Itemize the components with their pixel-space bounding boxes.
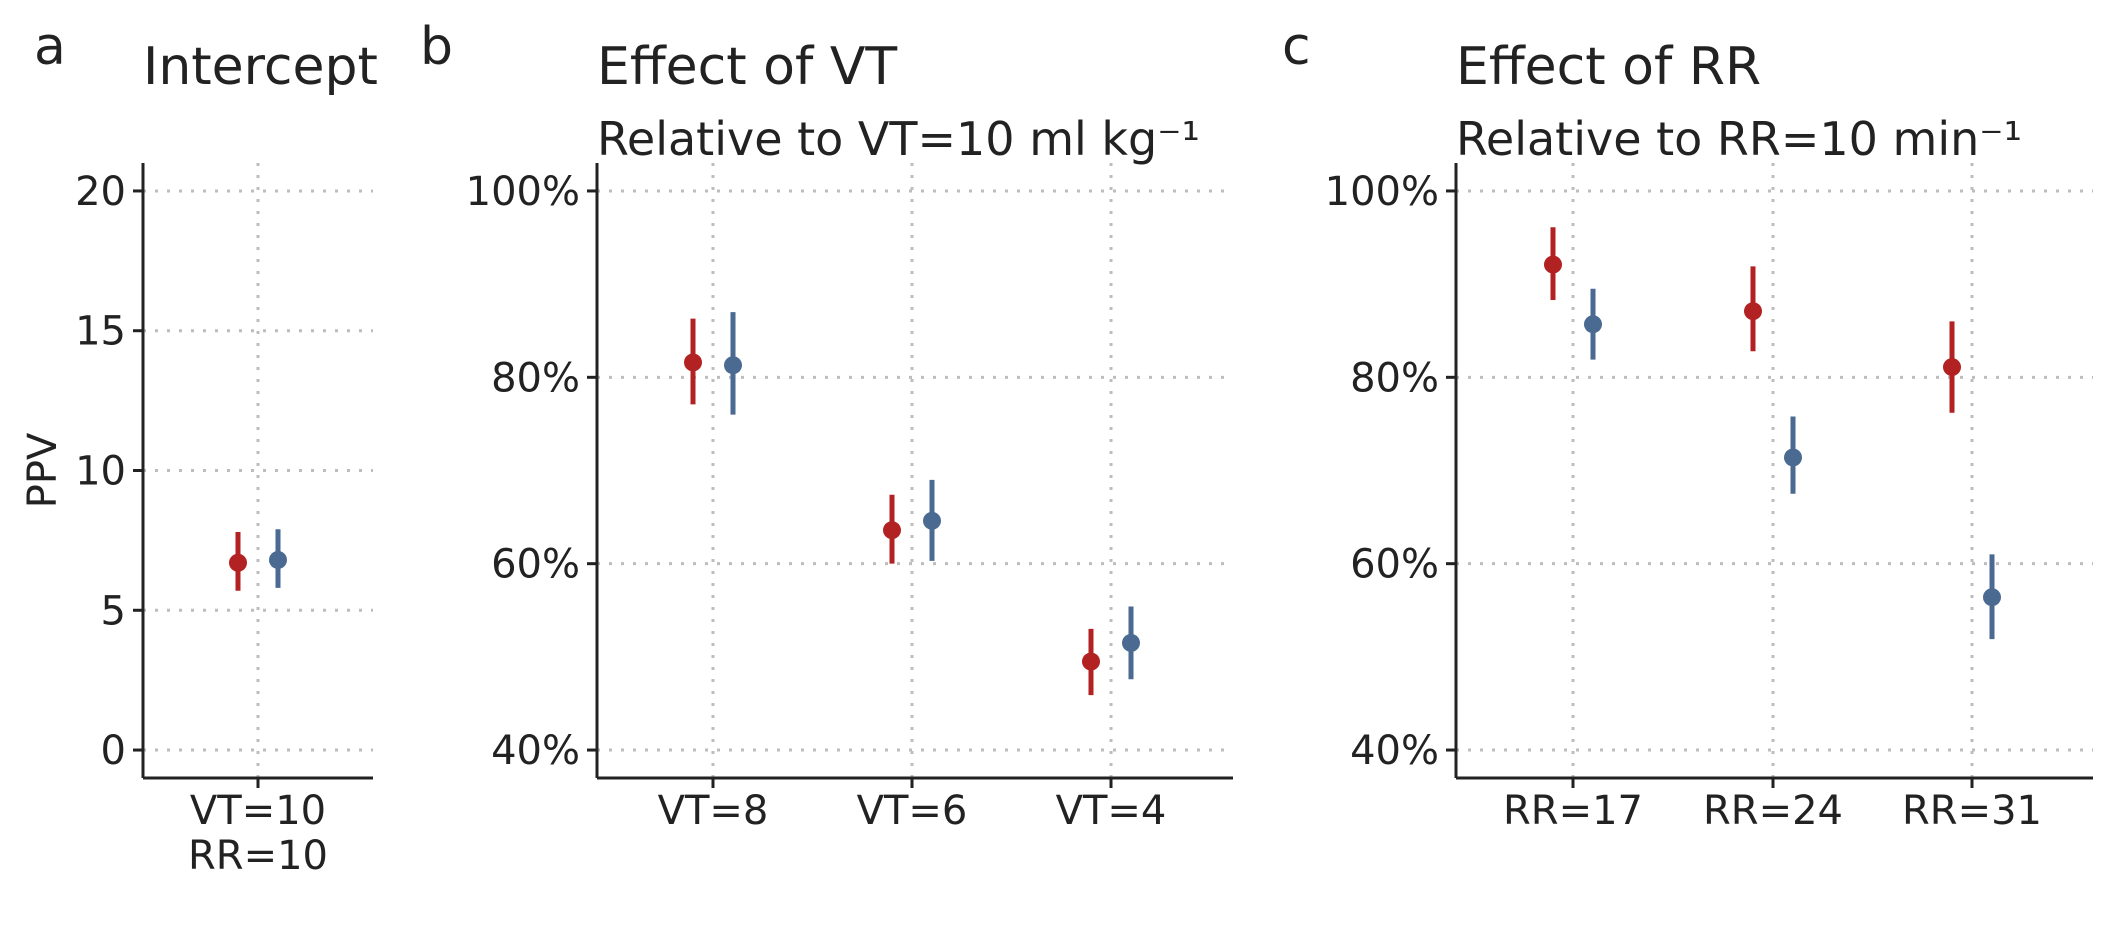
data-point [1122, 633, 1140, 652]
data-point [684, 353, 702, 372]
data-point [269, 550, 287, 569]
y-tick-label: 5 [101, 588, 126, 634]
panel-c: c Effect of RR Relative to RR=10 min⁻¹ 40% 6… [1282, 17, 2093, 834]
y-tick-label: 100% [1325, 169, 1439, 215]
x-tick-label: VT=6 [857, 788, 968, 834]
panel-letter: c [1282, 17, 1311, 77]
y-tick-label: 80% [491, 355, 580, 401]
x-tick-label: VT=8 [658, 788, 769, 834]
data-point [1744, 302, 1762, 321]
data-point [229, 553, 247, 572]
y-tick-label: 0 [101, 728, 126, 774]
panel-b: b Effect of VT Relative to VT=10 ml kg⁻¹ 40… [420, 17, 1233, 834]
x-tick-label: VT=4 [1056, 788, 1167, 834]
panel-title: Effect of VT [597, 37, 897, 97]
y-tick-label: 60% [491, 542, 580, 588]
x-tick-label: RR=31 [1902, 788, 2042, 834]
x-tick-label: VT=10 [190, 788, 326, 834]
data-point [1082, 652, 1100, 671]
panel-letter: a [34, 17, 66, 77]
data-point [1784, 448, 1802, 467]
panel-subtitle: Relative to VT=10 ml kg⁻¹ [597, 112, 1200, 166]
panel-title: Intercept [143, 37, 378, 97]
data-point [724, 356, 742, 375]
x-tick-label: RR=10 [188, 833, 328, 879]
y-tick-label: 20 [75, 169, 126, 215]
y-axis-title: PPV [20, 432, 66, 508]
y-tick-label: 40% [1350, 728, 1439, 774]
data-point [1544, 255, 1562, 274]
x-tick-label: RR=24 [1703, 788, 1843, 834]
data-point [1943, 358, 1961, 377]
y-tick-label: 10 [75, 449, 126, 495]
y-tick-label: 80% [1350, 355, 1439, 401]
y-tick-label: 100% [466, 169, 580, 215]
y-tick-label: 60% [1350, 542, 1439, 588]
data-point [1584, 315, 1602, 334]
panel-subtitle: Relative to RR=10 min⁻¹ [1456, 112, 2022, 166]
data-point [883, 521, 901, 540]
panel-letter: b [420, 17, 453, 77]
y-tick-label: 40% [491, 728, 580, 774]
y-tick-label: 15 [75, 309, 126, 355]
x-tick-label: RR=17 [1503, 788, 1643, 834]
panel-title: Effect of RR [1456, 37, 1761, 97]
data-point [1983, 588, 2001, 607]
data-point [923, 511, 941, 530]
